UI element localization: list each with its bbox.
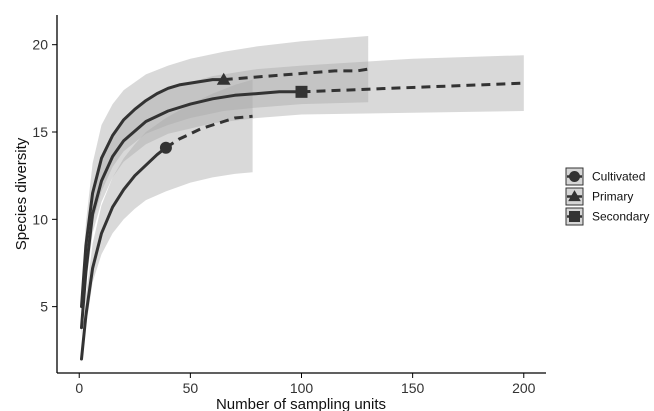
ci-band-cultivated xyxy=(81,79,253,363)
extrapolated-line-secondary xyxy=(301,81,524,94)
observed-point-primary xyxy=(216,72,231,85)
extrapolated-line-cultivated xyxy=(165,114,253,149)
legend: Cultivated Primary Secondary xyxy=(565,167,649,226)
legend-marker-cultivated xyxy=(569,171,580,182)
x-axis-title: Number of sampling units xyxy=(216,396,386,411)
x-axis-ticks: 0 50 100 150 200 xyxy=(75,373,536,396)
y-tick-label: 10 xyxy=(32,211,48,227)
x-tick-label: 150 xyxy=(401,380,425,396)
confidence-bands xyxy=(81,36,524,363)
ci-band-secondary xyxy=(81,55,524,337)
observed-points xyxy=(159,72,308,154)
observed-point-secondary xyxy=(295,85,308,98)
legend-marker-secondary xyxy=(569,211,580,222)
y-tick-label: 20 xyxy=(32,37,48,53)
legend-item-cultivated: Cultivated xyxy=(565,167,645,186)
legend-label: Primary xyxy=(592,190,633,204)
ci-band-primary xyxy=(81,36,369,319)
rarefaction-curves xyxy=(80,67,524,361)
interpolated-line-primary xyxy=(80,78,226,309)
x-tick-label: 100 xyxy=(290,380,314,396)
y-tick-label: 15 xyxy=(32,124,48,140)
legend-label: Secondary xyxy=(592,210,649,224)
legend-label: Cultivated xyxy=(592,170,645,184)
y-tick-label: 5 xyxy=(40,299,48,315)
legend-marker-primary xyxy=(568,190,581,202)
y-axis-ticks: 5 10 15 20 xyxy=(32,37,57,315)
x-tick-label: 200 xyxy=(512,380,536,396)
x-tick-label: 50 xyxy=(183,380,199,396)
interpolated-line-secondary xyxy=(80,90,303,330)
extrapolated-line-primary xyxy=(223,67,369,82)
legend-item-primary: Primary xyxy=(565,187,633,206)
legend-item-secondary: Secondary xyxy=(565,207,649,226)
y-axis-title: Species diversity xyxy=(13,137,30,250)
x-tick-label: 0 xyxy=(75,380,83,396)
interpolated-line-cultivated xyxy=(80,146,168,361)
observed-point-cultivated xyxy=(159,141,172,154)
